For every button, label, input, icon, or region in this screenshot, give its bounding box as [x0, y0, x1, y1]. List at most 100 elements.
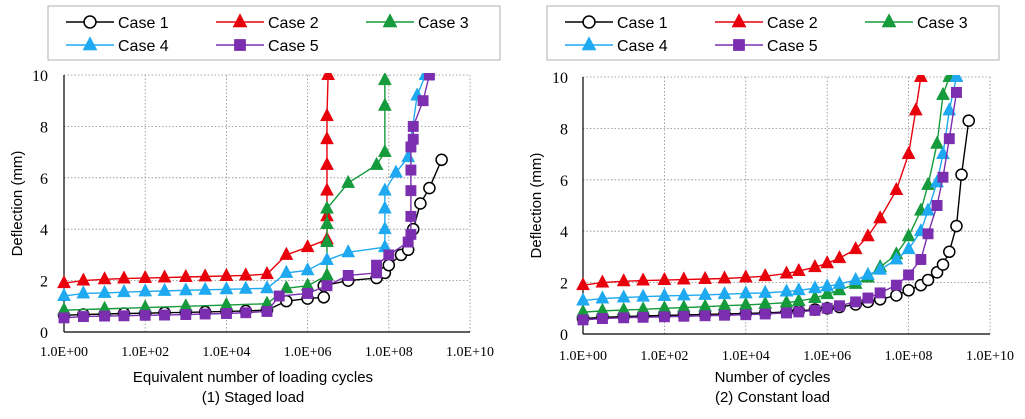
data-point: [908, 102, 923, 116]
data-point: [180, 309, 192, 320]
y-tick-label: 8: [40, 119, 48, 136]
data-point: [220, 308, 232, 319]
data-point: [342, 270, 354, 281]
data-point: [219, 267, 234, 281]
data-point: [637, 311, 649, 323]
data-point: [657, 287, 672, 301]
data-point: [848, 271, 863, 285]
data-point: [874, 287, 886, 299]
data-point: [157, 269, 172, 283]
data-point: [808, 280, 822, 294]
data-point: [943, 133, 955, 145]
legend-box: [47, 5, 501, 61]
data-point: [781, 307, 792, 319]
data-point: [377, 73, 392, 86]
data-point: [238, 280, 253, 294]
series-case-5: [58, 73, 435, 324]
legend-marker: [232, 13, 248, 28]
data-point: [922, 228, 934, 240]
data-point: [820, 255, 835, 269]
y-tick-label: 6: [560, 173, 568, 190]
legend-marker: [733, 39, 745, 51]
data-point: [261, 305, 273, 317]
data-point: [377, 221, 392, 235]
data-point: [678, 310, 690, 322]
legend-label: Case 1: [118, 15, 169, 32]
legend-marker: [382, 13, 398, 28]
data-point: [389, 164, 403, 178]
series-line: [63, 74, 431, 319]
data-point: [369, 156, 384, 170]
data-point: [435, 153, 448, 167]
x-tick-label: 1.0E+10: [966, 349, 1014, 364]
data-point: [834, 300, 845, 312]
data-point: [423, 73, 435, 81]
data-point: [320, 131, 334, 145]
data-point: [317, 291, 331, 304]
data-point: [699, 310, 711, 322]
data-point: [198, 281, 213, 295]
data-point: [320, 233, 334, 247]
data-point: [657, 271, 672, 285]
x-tick-label: 1.0E+02: [121, 345, 169, 360]
data-point: [808, 258, 822, 273]
data-point: [832, 249, 847, 264]
data-point: [371, 259, 383, 271]
data-point: [821, 302, 833, 314]
x-tick-label: 1.0E+10: [446, 345, 494, 360]
data-point: [915, 254, 927, 265]
data-point: [320, 200, 334, 214]
data-point: [407, 120, 419, 132]
data-point: [97, 284, 112, 298]
data-point: [793, 306, 805, 318]
legend-label: Case 4: [118, 38, 169, 55]
data-point: [118, 310, 130, 322]
data-point: [921, 273, 935, 287]
x-tick-label: 1.0E+04: [722, 349, 770, 364]
series-case-4: [576, 75, 964, 306]
data-point: [758, 284, 773, 298]
data-point: [260, 280, 274, 294]
data-point: [779, 283, 794, 297]
data-point: [636, 288, 651, 302]
legend: Case 1 Case 2 Case 3 Case 4 Case 5: [546, 5, 1000, 61]
data-point: [738, 285, 753, 299]
data-point: [320, 182, 334, 196]
y-tick-label: 2: [40, 274, 48, 291]
legend-marker: [582, 15, 596, 29]
data-point: [138, 283, 153, 297]
legend-label: Case 3: [917, 15, 968, 32]
data-point: [889, 251, 904, 265]
data-point: [260, 265, 274, 280]
data-point: [791, 292, 806, 307]
data-point: [238, 267, 253, 281]
data-point: [377, 143, 392, 158]
data-point: [889, 181, 904, 196]
data-point: [618, 312, 630, 324]
data-point: [903, 269, 915, 281]
data-point: [414, 197, 427, 210]
data-point: [577, 314, 589, 326]
y-tick-label: 8: [560, 121, 568, 138]
series-group: [576, 75, 975, 326]
y-tick-label: 6: [40, 171, 48, 188]
series-case-3: [57, 73, 392, 316]
data-point: [759, 308, 771, 320]
x-tick-label: 1.0E+04: [202, 345, 250, 360]
panel-caption: (1) Staged load: [202, 389, 305, 406]
x-tick-label: 1.0E+06: [803, 349, 851, 364]
data-point: [890, 279, 902, 291]
data-point: [198, 268, 213, 282]
data-point: [405, 164, 417, 176]
data-point: [942, 102, 957, 116]
data-point: [279, 264, 294, 278]
data-point: [616, 273, 631, 287]
data-point: [279, 280, 294, 294]
legend-item: Case 1: [66, 15, 169, 32]
data-point: [320, 107, 334, 122]
y-axis-title: Deflection (mm): [528, 153, 545, 259]
data-point: [676, 271, 691, 285]
data-point: [58, 312, 70, 324]
data-point: [791, 262, 806, 276]
